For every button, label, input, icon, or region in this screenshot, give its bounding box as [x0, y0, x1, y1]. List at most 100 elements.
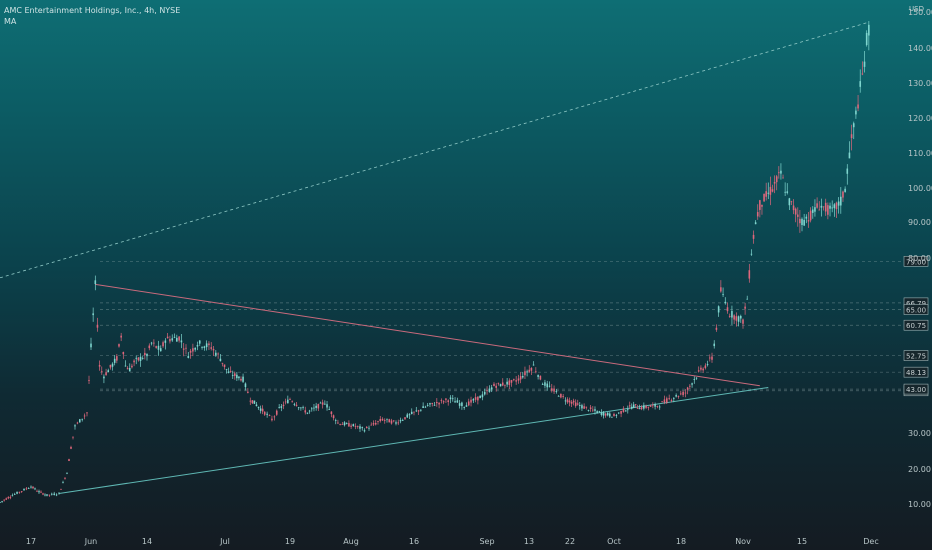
candle-body	[626, 409, 629, 411]
candle-body	[474, 397, 477, 400]
candle-body	[481, 394, 484, 398]
candle-body	[818, 209, 821, 211]
candle-body	[702, 368, 704, 371]
candle-body	[562, 396, 564, 397]
candle-body	[426, 405, 429, 406]
candle-body	[70, 446, 72, 449]
candle-body	[695, 377, 698, 379]
candle-body	[189, 350, 192, 353]
candle-body	[739, 315, 742, 319]
candle-body	[570, 401, 573, 404]
y-tick-label: 120.00	[908, 114, 932, 123]
candle-body	[622, 408, 625, 413]
candle-body	[236, 374, 238, 379]
candle-body	[131, 365, 133, 368]
candle-body	[524, 371, 526, 376]
candle-body	[704, 365, 707, 369]
candle-body	[604, 413, 607, 416]
candle-body	[116, 356, 118, 361]
candle-body	[23, 488, 25, 491]
candle-body	[16, 492, 18, 494]
candle-body	[259, 408, 262, 411]
candle-body	[634, 404, 637, 405]
candle-body	[544, 382, 546, 386]
candle-body	[763, 193, 765, 202]
candle-body	[773, 182, 776, 184]
candle-body	[356, 425, 359, 427]
candle-body	[215, 352, 217, 356]
candle-body	[164, 340, 167, 343]
candle-body	[60, 488, 62, 490]
candle-body	[424, 406, 427, 408]
candle-body	[68, 459, 70, 462]
candle-body	[572, 400, 575, 403]
candle-body	[198, 340, 201, 344]
candle-body	[449, 397, 452, 400]
candle-body	[429, 403, 431, 405]
candle-body	[289, 399, 291, 400]
candle-body	[153, 342, 155, 344]
candle-body	[30, 486, 32, 488]
candle-body	[194, 347, 196, 350]
candle-body	[25, 488, 28, 490]
candle-body	[799, 218, 801, 224]
price-level-label: 43.00	[906, 386, 926, 394]
candle-body	[868, 24, 870, 36]
candle-body	[345, 423, 348, 424]
x-tick-label: 18	[676, 537, 686, 546]
candle-body	[445, 398, 447, 400]
candle-body	[737, 316, 740, 322]
candle-body	[44, 494, 46, 496]
candle-body	[86, 412, 88, 414]
candle-body	[488, 388, 491, 392]
candle-body	[176, 337, 178, 342]
candle-body	[408, 414, 411, 416]
candle-body	[767, 192, 770, 194]
time-axis[interactable]: 17 Jun 14 Jul 19 Aug 16 Sep 13 22 Oct 18 Nov 15 Dec	[26, 537, 879, 546]
price-level-label: 79.00	[906, 258, 926, 266]
price-axis[interactable]: USD 10.00 20.00 30.00 80.00 90.00 100.00 110.0…	[908, 5, 932, 509]
candle-body	[720, 287, 722, 292]
candle-body	[765, 191, 767, 197]
candle-body	[92, 313, 94, 316]
candle-body	[796, 214, 799, 217]
price-level-label: 65.00	[906, 307, 926, 315]
candle-body	[180, 340, 183, 343]
candle-body	[225, 369, 228, 370]
candle-body	[829, 205, 831, 209]
y-tick-label: 130.00	[908, 79, 932, 88]
candle-body	[486, 390, 488, 392]
y-tick-label: 150.00	[908, 8, 932, 17]
y-tick-label: 100.00	[908, 184, 932, 193]
candle-body	[568, 400, 571, 403]
candle-body	[20, 491, 23, 492]
candle-body	[744, 306, 746, 309]
candle-body	[166, 336, 169, 339]
candle-body	[3, 499, 5, 501]
candle-body	[463, 407, 465, 408]
candle-body	[157, 345, 160, 350]
candle-body	[1, 501, 3, 502]
candle-body	[417, 410, 420, 412]
candle-body	[752, 234, 755, 239]
candle-body	[261, 408, 264, 412]
x-tick-label: Oct	[607, 537, 621, 546]
candle-body	[842, 191, 844, 198]
candle-body	[513, 379, 515, 381]
candle-body	[495, 385, 497, 388]
candle-body	[53, 493, 55, 495]
y-tick-label: 10.00	[908, 500, 931, 509]
candle-body	[706, 364, 709, 365]
candle-body	[775, 176, 778, 183]
candle-body	[615, 414, 618, 416]
candle-body	[76, 422, 79, 424]
candle-body	[337, 422, 339, 424]
candle-body	[541, 384, 544, 385]
candle-body	[809, 210, 812, 221]
candle-body	[461, 402, 463, 407]
candle-body	[135, 357, 138, 359]
candle-body	[668, 398, 670, 400]
candle-body	[244, 383, 247, 388]
candle-body	[192, 348, 194, 352]
